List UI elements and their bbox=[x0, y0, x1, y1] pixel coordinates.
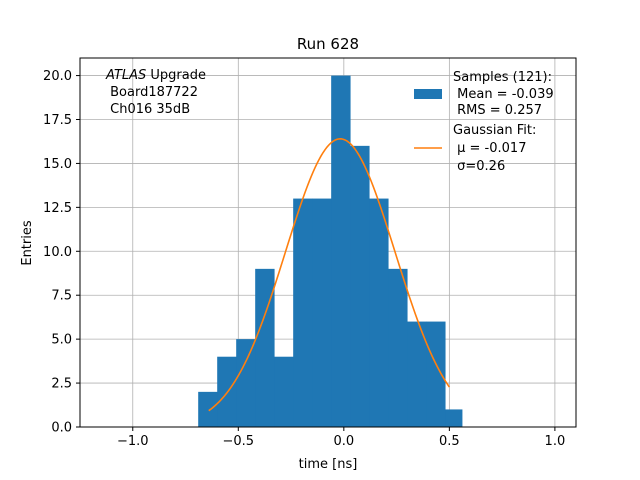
y-tick-label: 10.0 bbox=[43, 245, 72, 260]
legend-samples-swatch bbox=[414, 89, 442, 99]
histogram-bar bbox=[331, 75, 351, 428]
histogram-bar bbox=[255, 268, 275, 427]
y-tick-label: 5.0 bbox=[51, 333, 72, 348]
annotation-line-3: Ch016 35dB bbox=[106, 102, 190, 117]
histogram-bar bbox=[198, 391, 218, 427]
x-axis-ticks: −1.0 −0.5 0.0 0.5 1.0 bbox=[117, 427, 565, 449]
y-tick-label: 12.5 bbox=[43, 201, 72, 216]
y-tick-label: 20.0 bbox=[43, 69, 72, 84]
histogram-bar bbox=[369, 198, 389, 427]
histogram-bar bbox=[388, 268, 408, 427]
y-tick-label: 17.5 bbox=[43, 113, 72, 128]
legend-samples-line-1: Samples (121): bbox=[453, 70, 552, 85]
annotation-line-2: Board187722 bbox=[106, 85, 198, 100]
legend: Samples (121): Mean = -0.039 RMS = 0.257… bbox=[414, 70, 554, 174]
y-tick-label: 2.5 bbox=[51, 377, 72, 392]
histogram-bar bbox=[407, 321, 427, 427]
histogram-bars bbox=[198, 75, 463, 428]
annotation-atlas: ATLAS bbox=[105, 68, 146, 83]
legend-samples-line-3: RMS = 0.257 bbox=[453, 103, 542, 118]
x-tick-label: 0.5 bbox=[439, 434, 460, 449]
legend-samples-line-2: Mean = -0.039 bbox=[453, 87, 554, 102]
chart-title: Run 628 bbox=[297, 35, 359, 53]
histogram-bar bbox=[236, 339, 256, 427]
histogram-bar bbox=[274, 356, 294, 427]
histogram-bar bbox=[312, 198, 332, 427]
histogram-bar bbox=[426, 321, 446, 427]
x-tick-label: 0.0 bbox=[333, 434, 354, 449]
gaussian-fit-curve bbox=[208, 138, 451, 412]
annotation-box: ATLAS Upgrade Board187722 Ch016 35dB bbox=[105, 68, 206, 117]
histogram-bar bbox=[445, 409, 463, 427]
plot-frame bbox=[79, 57, 577, 428]
y-tick-label: 7.5 bbox=[51, 289, 72, 304]
x-tick-label: 1.0 bbox=[545, 434, 566, 449]
annotation-upgrade: Upgrade bbox=[146, 68, 206, 83]
y-tick-label: 0.0 bbox=[51, 421, 72, 436]
y-axis-ticks: 0.0 2.5 5.0 7.5 10.0 12.5 15.0 17.5 20.0 bbox=[43, 69, 80, 436]
legend-fit-line-1: Gaussian Fit: bbox=[453, 123, 536, 138]
x-tick-label: −1.0 bbox=[117, 434, 149, 449]
y-axis-label: Entries bbox=[20, 220, 35, 266]
histogram-bar bbox=[350, 145, 370, 427]
x-tick-label: −0.5 bbox=[223, 434, 255, 449]
annotation-line-1: ATLAS Upgrade bbox=[105, 68, 206, 83]
y-tick-label: 15.0 bbox=[43, 157, 72, 172]
histogram-bar bbox=[293, 198, 313, 427]
x-axis-label: time [ns] bbox=[299, 457, 358, 472]
legend-fit-line-3: σ=0.26 bbox=[453, 159, 505, 174]
legend-fit-line-2: μ = -0.017 bbox=[453, 141, 526, 156]
